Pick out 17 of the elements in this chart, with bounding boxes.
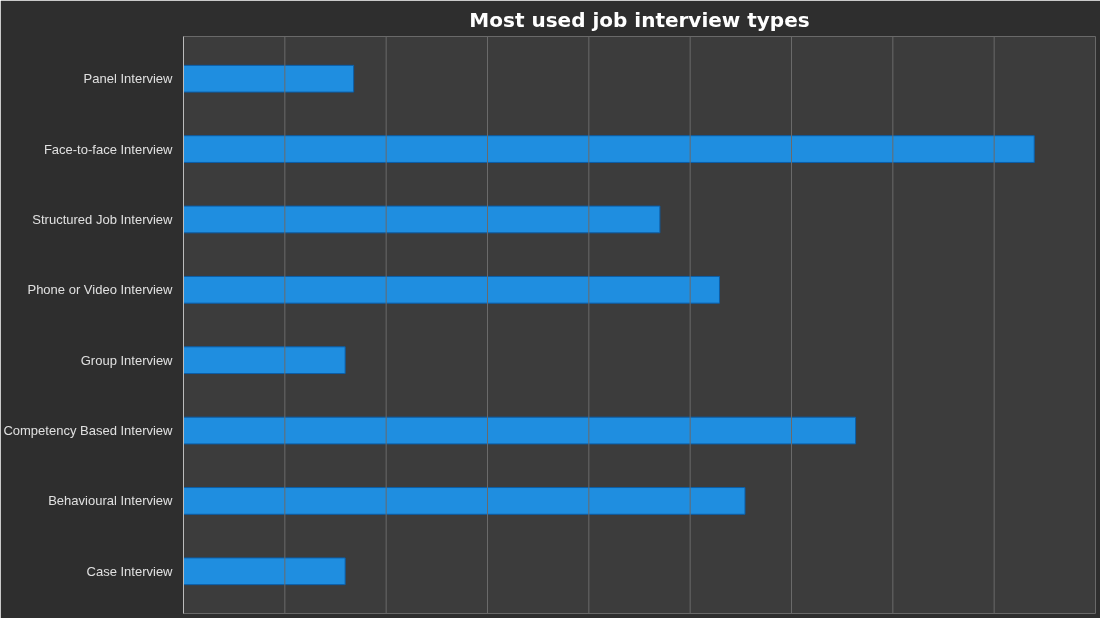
- bar: [183, 135, 1035, 163]
- y-tick-label: Panel Interview: [83, 71, 174, 87]
- y-tick-label: Structured Job Interview: [32, 211, 174, 227]
- bar: [183, 557, 346, 586]
- bar: [183, 205, 661, 234]
- y-tick-label: Behavioural Interview: [48, 493, 174, 509]
- bar: [183, 487, 746, 515]
- y-tick-label: Face-to-face Interview: [43, 141, 174, 157]
- chart-title: Most used job interview types: [469, 7, 810, 32]
- bar: [183, 416, 857, 445]
- y-tick-label: Group Interview: [80, 352, 174, 368]
- bar: [183, 64, 355, 93]
- y-tick-label: Competency Based Interview: [3, 423, 174, 439]
- bar: [183, 275, 720, 304]
- bar: [183, 346, 346, 375]
- y-tick-label: Case Interview: [86, 563, 174, 579]
- y-tick-label: Phone or Video Interview: [27, 282, 174, 298]
